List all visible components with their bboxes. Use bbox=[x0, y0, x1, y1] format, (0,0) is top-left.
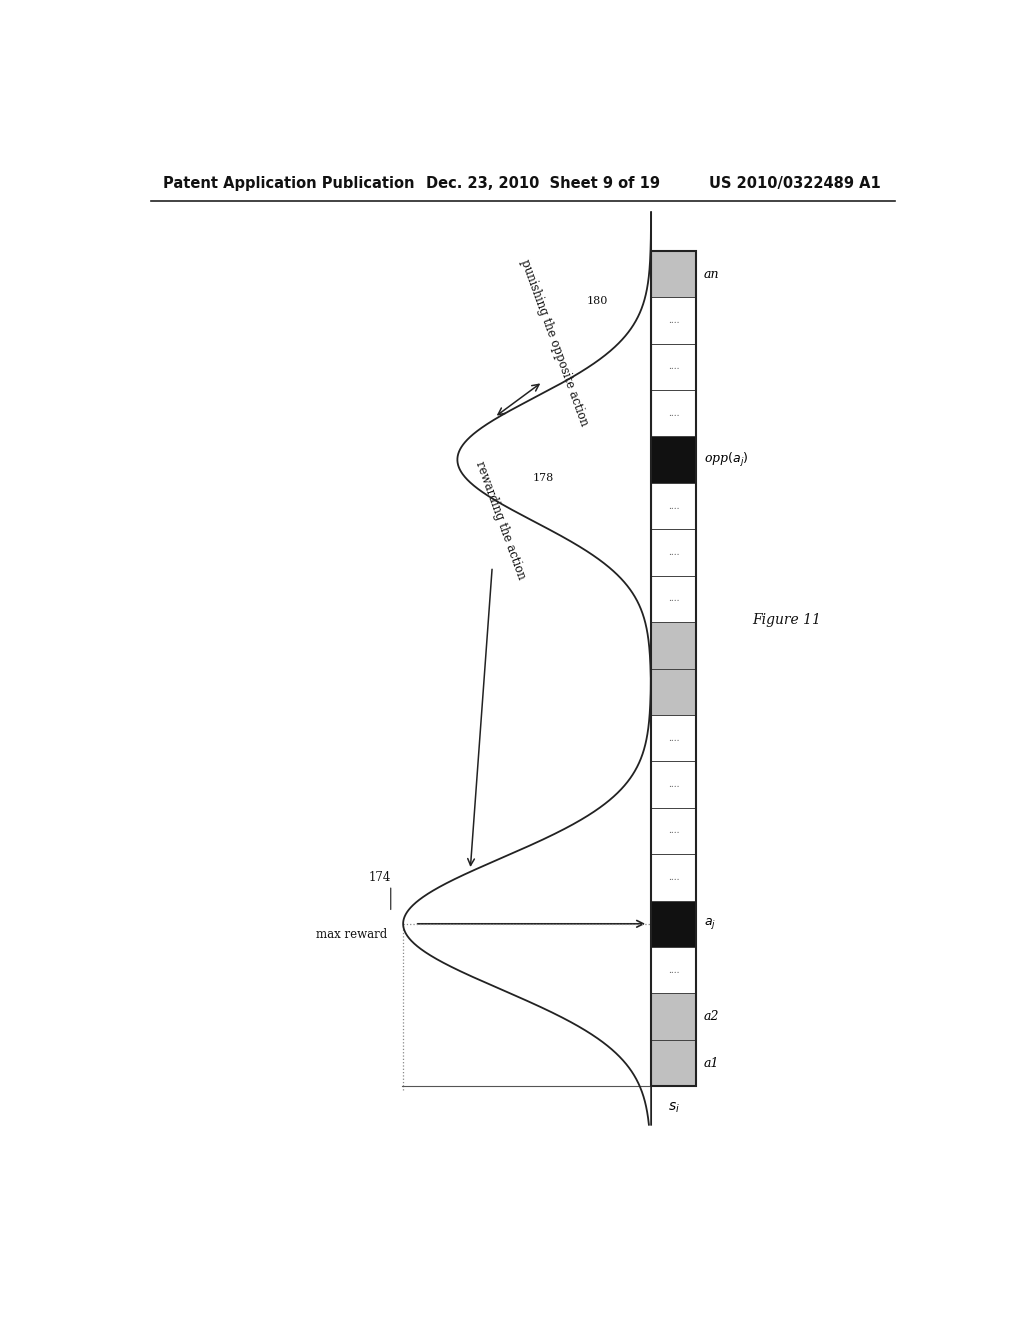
Text: rewarding the action: rewarding the action bbox=[472, 459, 527, 581]
Bar bbox=[651, 576, 696, 622]
Bar bbox=[651, 622, 696, 668]
Bar bbox=[651, 994, 696, 1040]
Text: punishing the opposite action: punishing the opposite action bbox=[518, 257, 591, 429]
Bar bbox=[651, 251, 696, 297]
Bar bbox=[651, 900, 696, 946]
Bar bbox=[651, 762, 696, 808]
Bar bbox=[651, 389, 696, 437]
Text: an: an bbox=[703, 268, 719, 281]
Text: ....: .... bbox=[668, 966, 679, 974]
Text: 178: 178 bbox=[532, 473, 554, 483]
Text: ....: .... bbox=[668, 315, 679, 325]
Text: ....: .... bbox=[668, 548, 679, 557]
Text: Patent Application Publication: Patent Application Publication bbox=[163, 176, 415, 190]
Bar bbox=[651, 251, 696, 1086]
Text: Dec. 23, 2010  Sheet 9 of 19: Dec. 23, 2010 Sheet 9 of 19 bbox=[426, 176, 660, 190]
Text: a1: a1 bbox=[703, 1056, 719, 1069]
Text: ....: .... bbox=[668, 409, 679, 417]
Bar bbox=[651, 1040, 696, 1086]
Text: max reward: max reward bbox=[316, 928, 388, 941]
Text: US 2010/0322489 A1: US 2010/0322489 A1 bbox=[710, 176, 881, 190]
Text: ....: .... bbox=[668, 826, 679, 836]
Bar bbox=[651, 297, 696, 343]
Bar bbox=[651, 715, 696, 762]
Bar bbox=[651, 529, 696, 576]
Text: $a_j$: $a_j$ bbox=[703, 916, 716, 932]
Text: 174: 174 bbox=[369, 871, 391, 884]
Text: opp$(a_j)$: opp$(a_j)$ bbox=[703, 450, 749, 469]
Text: ....: .... bbox=[668, 873, 679, 882]
Text: Figure 11: Figure 11 bbox=[753, 614, 821, 627]
Bar bbox=[651, 668, 696, 715]
Text: ....: .... bbox=[668, 780, 679, 789]
Bar bbox=[651, 808, 696, 854]
Bar bbox=[651, 437, 696, 483]
Text: ....: .... bbox=[668, 734, 679, 743]
Text: 180: 180 bbox=[587, 296, 608, 306]
Text: ....: .... bbox=[668, 362, 679, 371]
Text: ....: .... bbox=[668, 502, 679, 511]
Bar bbox=[651, 483, 696, 529]
Text: $s_i$: $s_i$ bbox=[668, 1100, 680, 1114]
Bar bbox=[651, 854, 696, 900]
Bar bbox=[651, 946, 696, 994]
Bar bbox=[651, 343, 696, 389]
Text: a2: a2 bbox=[703, 1010, 719, 1023]
Text: ....: .... bbox=[668, 594, 679, 603]
